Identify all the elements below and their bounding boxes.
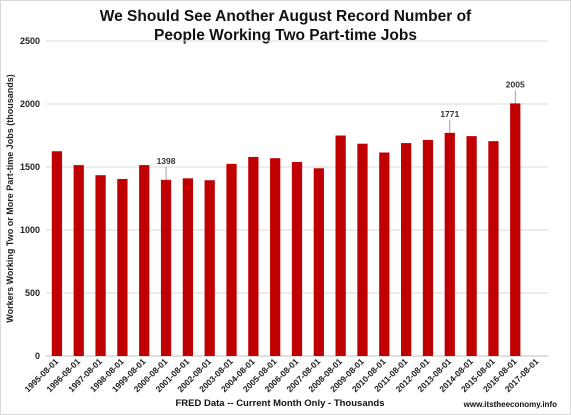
bar	[73, 165, 84, 356]
bar	[335, 135, 346, 356]
y-tick-label: 2000	[20, 99, 40, 109]
y-tick-label: 0	[35, 351, 40, 361]
bar	[379, 152, 390, 356]
bar	[139, 165, 150, 356]
chart-title-line-1: We Should See Another August Record Numb…	[99, 8, 472, 25]
source-note: www.itstheeconomy.info	[463, 400, 557, 409]
y-tick-label: 2500	[20, 36, 40, 46]
chart-title-line-2: People Working Two Part-time Jobs	[154, 27, 417, 44]
data-labels: 1398 1771 2005	[157, 79, 525, 180]
bar	[204, 180, 215, 356]
y-tick-label: 1500	[20, 162, 40, 172]
bar	[488, 141, 499, 356]
bar	[248, 156, 259, 356]
bar	[95, 175, 106, 356]
data-label: 2005	[506, 79, 525, 89]
bar-series	[51, 103, 521, 357]
bar	[291, 161, 303, 356]
bar	[422, 139, 434, 356]
bar	[160, 179, 172, 356]
bar	[466, 136, 477, 356]
bar	[182, 178, 193, 356]
bar	[357, 143, 368, 356]
y-axis-title: Workers Working Two or More Part-time Jo…	[5, 74, 15, 323]
bar	[401, 143, 412, 356]
y-tick-label: 1000	[20, 225, 40, 235]
bar	[313, 168, 324, 356]
y-axis-ticks: 0 500 1000 1500 2000 2500	[20, 36, 40, 361]
x-axis-ticks: 1995-08-011996-08-011997-08-011998-08-01…	[23, 356, 541, 394]
bar	[510, 103, 521, 357]
x-axis-title: FRED Data -- Current Month Only - Thousa…	[175, 398, 385, 409]
bar	[270, 158, 281, 356]
data-label: 1771	[440, 109, 459, 119]
bar	[117, 178, 128, 356]
y-tick-label: 500	[25, 288, 40, 298]
bar	[51, 151, 63, 356]
bar	[444, 132, 455, 356]
data-label: 1398	[157, 156, 176, 166]
bar	[226, 163, 237, 356]
